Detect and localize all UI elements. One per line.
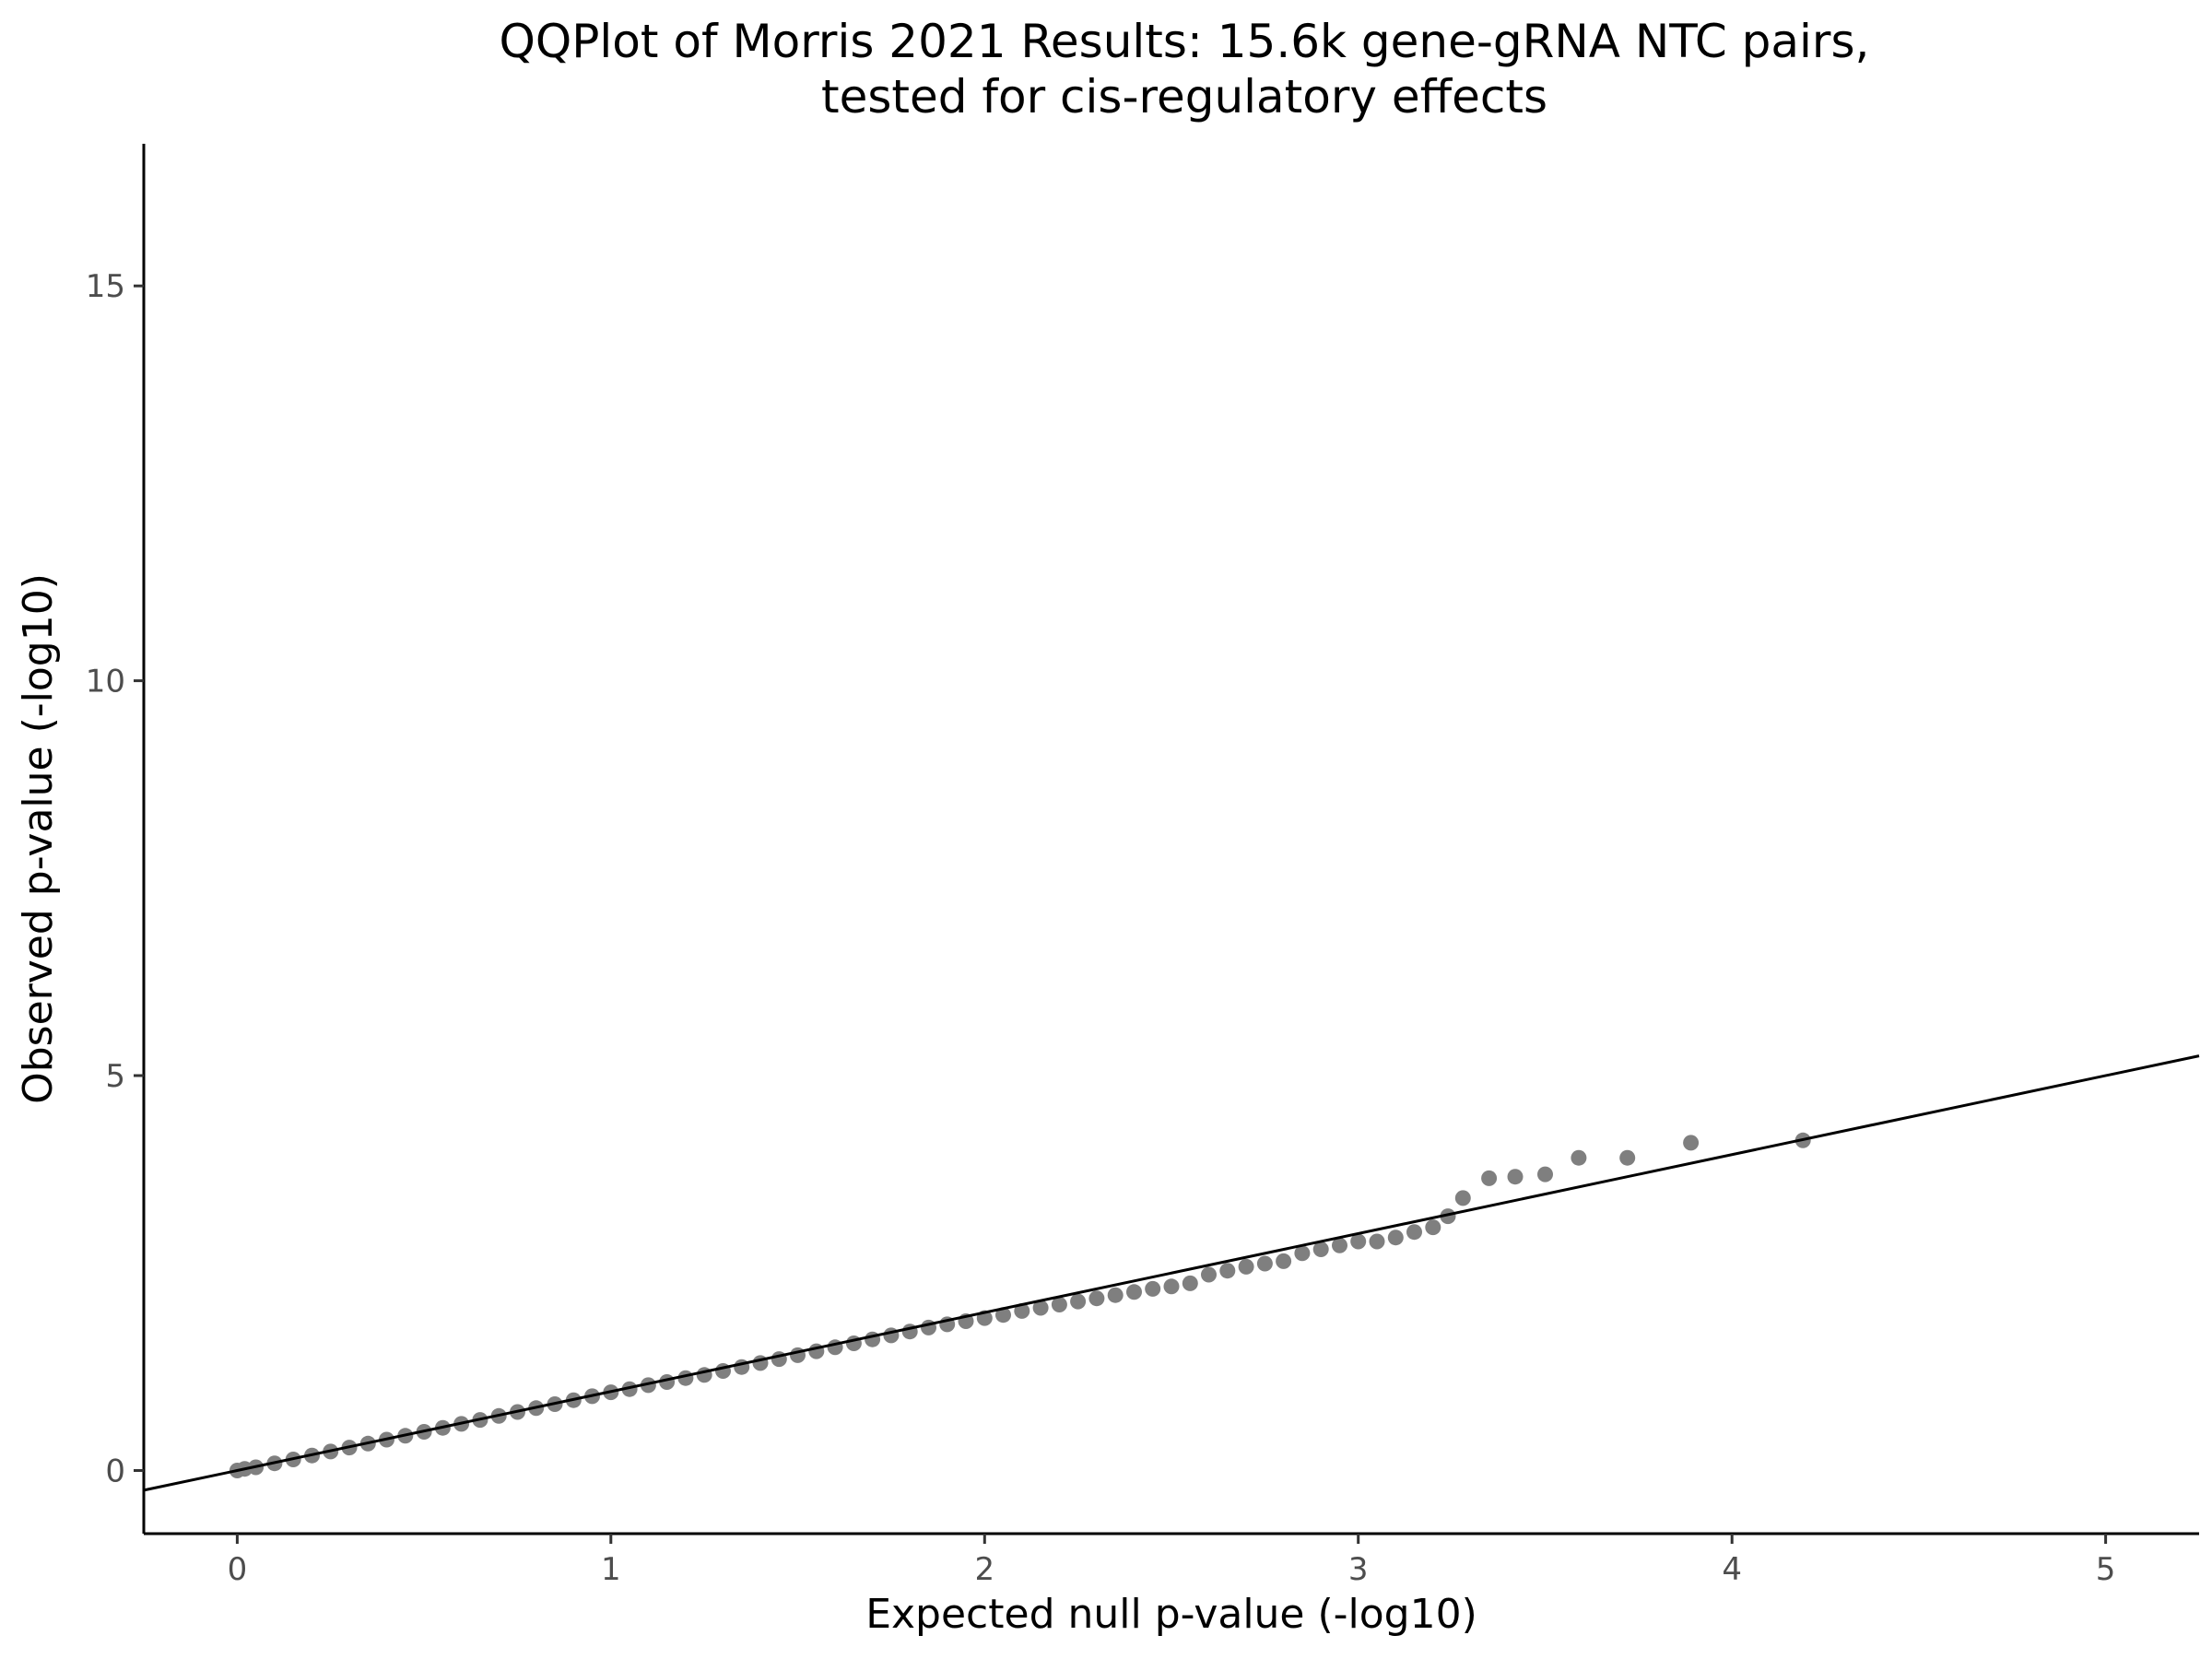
plot-panel — [143, 1054, 2200, 1492]
qq-point — [1145, 1280, 1161, 1297]
qq-point — [1619, 1149, 1636, 1166]
y-axis-title: Observed p-value (-log10) — [15, 573, 62, 1104]
y-tick-label: 15 — [86, 268, 125, 305]
qq-point — [1088, 1290, 1105, 1307]
qq-point — [1454, 1190, 1471, 1206]
x-axis-title: Expected null p-value (-log10) — [865, 1591, 1477, 1638]
qq-point — [1201, 1266, 1217, 1283]
qq-point — [1294, 1245, 1311, 1262]
qq-point — [1440, 1208, 1456, 1225]
qq-point — [1032, 1300, 1049, 1316]
qq-point — [1219, 1263, 1236, 1279]
chart-title-line1: QQPlot of Morris 2021 Results: 15.6k gen… — [500, 15, 1870, 68]
qq-point — [1070, 1293, 1087, 1310]
y-tick-label: 0 — [105, 1453, 125, 1490]
qq-point — [1537, 1166, 1553, 1182]
qq-point — [1332, 1237, 1347, 1253]
y-axis-ticks: 0 5 10 15 — [86, 268, 144, 1490]
y-tick-label: 5 — [105, 1058, 125, 1095]
qq-point — [1507, 1169, 1524, 1185]
qq-point — [1107, 1287, 1124, 1303]
qq-point — [995, 1307, 1011, 1324]
qq-point — [1238, 1258, 1254, 1275]
x-axis-ticks: 0 1 2 3 4 5 — [228, 1534, 2116, 1588]
y-tick-label: 10 — [86, 664, 125, 700]
qq-point — [1683, 1135, 1700, 1151]
qq-point — [1481, 1170, 1498, 1186]
qq-point — [640, 1377, 656, 1394]
qq-point — [1312, 1241, 1329, 1257]
x-tick-label: 3 — [1348, 1551, 1369, 1588]
qq-point — [1350, 1233, 1367, 1250]
chart-title-line2: tested for cis-regulatory effects — [821, 70, 1547, 124]
reference-line — [143, 1054, 2200, 1492]
qq-point — [1163, 1278, 1180, 1295]
qq-point — [1387, 1230, 1404, 1246]
qq-point — [1014, 1302, 1030, 1319]
qq-point — [1256, 1255, 1273, 1272]
qq-point — [1126, 1284, 1142, 1300]
qq-point — [1425, 1219, 1441, 1236]
x-tick-label: 2 — [974, 1551, 994, 1588]
x-tick-label: 5 — [2096, 1551, 2116, 1588]
qq-point — [1276, 1253, 1292, 1269]
qq-point — [1571, 1149, 1587, 1166]
qq-point — [1369, 1233, 1385, 1250]
qq-point — [1051, 1297, 1067, 1312]
qq-point — [1406, 1224, 1422, 1241]
x-tick-label: 1 — [601, 1551, 621, 1588]
qq-point — [621, 1381, 638, 1397]
x-tick-label: 4 — [1722, 1551, 1742, 1588]
x-tick-label: 0 — [228, 1551, 248, 1588]
qq-point — [1182, 1275, 1198, 1291]
